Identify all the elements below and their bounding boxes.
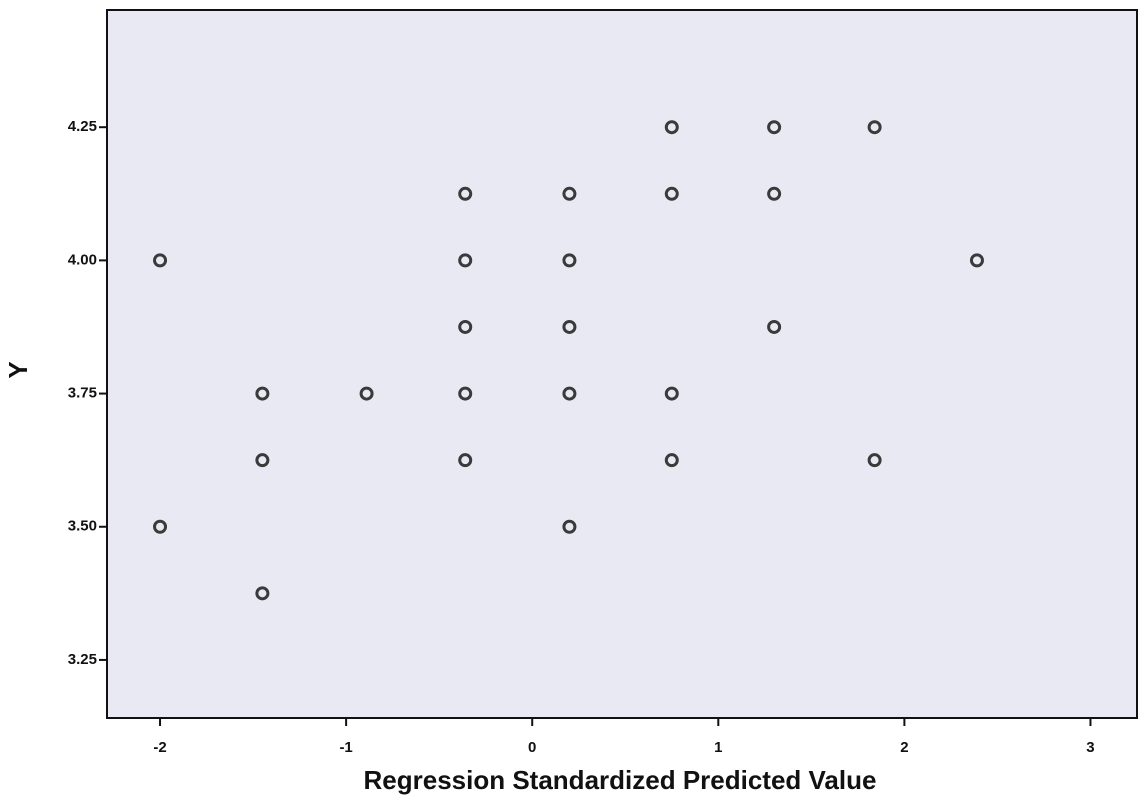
y-tick-label: 3.50 bbox=[68, 518, 97, 535]
x-tick-label: -1 bbox=[339, 739, 352, 756]
y-tick-label: 4.25 bbox=[68, 118, 97, 135]
chart: Y Regression Standardized Predicted Valu… bbox=[0, 0, 1145, 808]
x-tick-label: 0 bbox=[528, 739, 536, 756]
y-tick-label: 3.75 bbox=[68, 385, 97, 402]
x-axis-title: Regression Standardized Predicted Value bbox=[364, 765, 877, 795]
y-tick-label: 4.00 bbox=[68, 251, 97, 268]
x-tick-label: 3 bbox=[1086, 739, 1094, 756]
y-tick-label: 3.25 bbox=[68, 651, 97, 668]
x-tick-label: 2 bbox=[900, 739, 908, 756]
x-tick-label: 1 bbox=[714, 739, 722, 756]
x-tick-label: -2 bbox=[153, 739, 166, 756]
plot-area bbox=[107, 10, 1137, 718]
y-axis-title: Y bbox=[3, 361, 33, 378]
